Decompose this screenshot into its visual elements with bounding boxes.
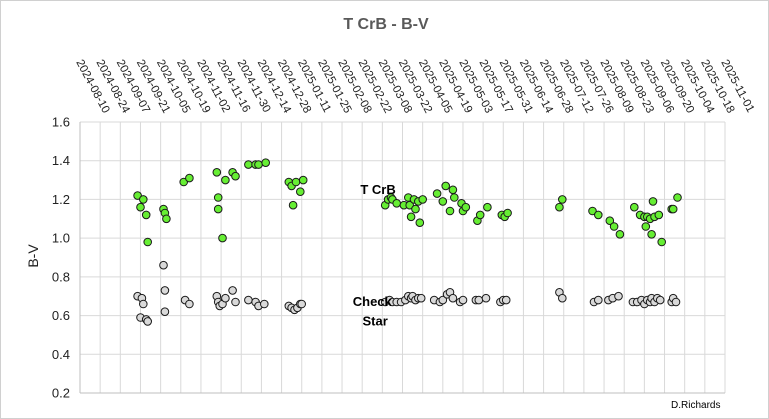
y-tick-label: 0.8 [52,269,70,284]
y-tick-label: 1.4 [52,153,70,168]
tcrb-point [288,200,298,210]
tcrb-point [647,230,656,239]
check-point [558,293,567,303]
tcrb-point [162,214,171,224]
tcrb-point [213,193,223,202]
tcrb-point [654,210,664,220]
tcrb-point [213,204,223,214]
series-check-star [133,260,681,326]
check-point [448,293,458,303]
annotation-label: Check [353,294,393,309]
tcrb-point [405,200,415,210]
check-point [297,299,307,309]
annotation-label: T CrB [360,182,395,197]
check-point [671,297,681,307]
check-point [139,299,148,309]
check-point [143,317,152,326]
tcrb-point [615,230,625,239]
tcrb-point [139,195,148,204]
y-tick-label: 1.6 [52,115,70,130]
tcrb-point [668,204,678,214]
tcrb-point [438,197,448,206]
tcrb-point [392,199,402,208]
check-point [160,307,170,317]
tcrb-point [411,204,420,214]
tcrb-point [418,195,428,204]
tcrb-point [406,212,416,222]
tcrb-point [558,195,567,204]
tcrb-point [185,173,194,183]
y-axis-label: B-V [25,244,41,268]
y-tick-labels: 0.2 0.4 0.6 0.8 1.0 1.2 1.4 1.6 [52,115,70,401]
tcrb-point [254,160,263,169]
tcrb-point [296,187,305,196]
tcrb-point [136,202,145,212]
check-point [416,293,426,303]
y-tick-label: 1.2 [52,192,70,207]
check-point [185,299,194,309]
tcrb-point [475,210,485,220]
check-point [244,295,253,305]
tcrb-point [291,177,301,187]
check-point [221,293,230,303]
tcrb-point [450,193,459,202]
check-point [228,286,237,295]
tcrb-point [212,168,222,177]
tcrb-point [432,189,442,198]
annotation-label: Star [362,313,387,328]
tcrb-point [441,181,451,191]
tcrb-point [221,175,230,185]
tcrb-point [448,185,458,195]
tcrb-point [298,175,308,185]
check-point [160,286,170,295]
tcrb-point [630,202,639,212]
check-point [159,260,168,270]
series-tcrb [133,158,682,247]
check-point [481,293,491,303]
tcrb-point [673,193,682,202]
y-tick-label: 0.6 [52,308,70,323]
tcrb-point [657,237,667,247]
check-point [655,295,665,305]
tcrb-point [609,222,619,231]
y-tick-label: 1.0 [52,231,70,246]
tcrb-point [244,160,253,169]
annotations: T CrB Check Star [353,182,396,329]
check-point [614,291,623,301]
tcrb-point [141,210,151,220]
tcrb-point [231,171,240,181]
axes [79,122,725,394]
tcrb-point [143,237,152,247]
tcrb-point [461,202,471,212]
check-point [458,295,468,305]
tcrb-point [218,233,227,243]
tcrb-point [261,158,271,167]
tcrb-point [648,197,658,206]
tcrb-point [641,222,651,231]
y-tick-label: 0.2 [52,386,70,401]
chart-title: T CrB - B-V [343,16,429,33]
tcrb-point [483,202,492,212]
tcrb-point [594,210,603,220]
check-point [438,295,448,305]
tcrb-point [555,202,564,212]
tcrb-point [588,206,597,216]
tcrb-point [415,218,425,227]
check-point [594,295,603,305]
y-tick-label: 0.4 [52,347,70,362]
tcrb-point [503,208,512,218]
tcrb-point [445,206,455,216]
check-point [474,295,484,305]
check-point [231,297,240,307]
tcrb-point [605,216,615,225]
credit-label: D.Richards [671,400,720,411]
check-point [260,299,269,309]
check-point [501,295,511,305]
